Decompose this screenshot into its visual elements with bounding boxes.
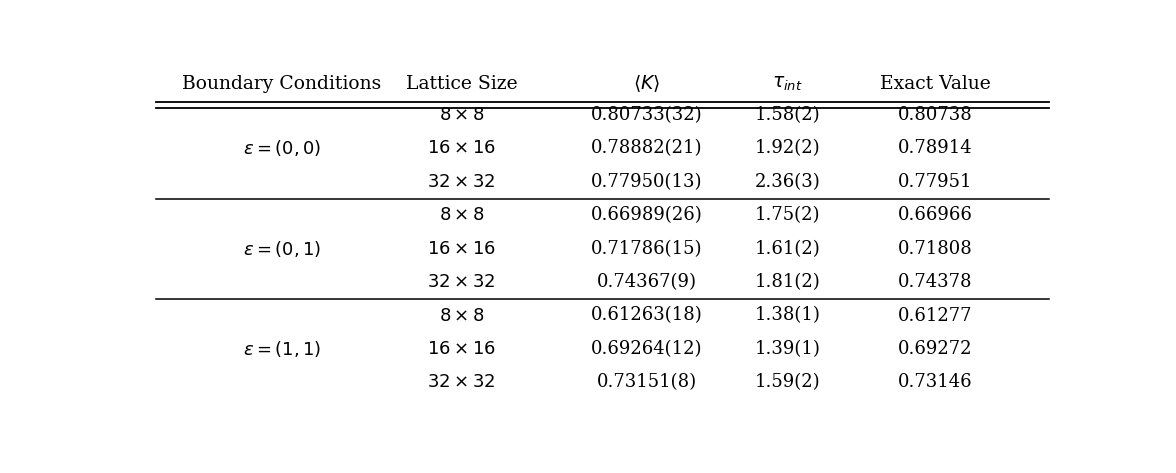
Text: 0.61277: 0.61277 <box>898 307 973 324</box>
Text: Exact Value: Exact Value <box>880 75 990 93</box>
Text: $32 \times 32$: $32 \times 32$ <box>427 373 495 391</box>
Text: 1.39(1): 1.39(1) <box>755 340 821 358</box>
Text: 0.69264(12): 0.69264(12) <box>590 340 702 358</box>
Text: $32 \times 32$: $32 \times 32$ <box>427 273 495 291</box>
Text: 0.80733(32): 0.80733(32) <box>590 106 702 124</box>
Text: $16 \times 16$: $16 \times 16$ <box>427 240 496 258</box>
Text: 0.66989(26): 0.66989(26) <box>590 206 702 224</box>
Text: 0.77950(13): 0.77950(13) <box>590 173 702 191</box>
Text: 0.80738: 0.80738 <box>898 106 973 124</box>
Text: $8 \times 8$: $8 \times 8$ <box>439 307 485 324</box>
Text: 0.73151(8): 0.73151(8) <box>596 373 696 391</box>
Text: Lattice Size: Lattice Size <box>406 75 517 93</box>
Text: Boundary Conditions: Boundary Conditions <box>182 75 381 93</box>
Text: 1.58(2): 1.58(2) <box>755 106 821 124</box>
Text: 0.66966: 0.66966 <box>898 206 973 224</box>
Text: 1.75(2): 1.75(2) <box>755 206 821 224</box>
Text: 1.92(2): 1.92(2) <box>755 140 821 158</box>
Text: $8 \times 8$: $8 \times 8$ <box>439 106 485 124</box>
Text: 2.36(3): 2.36(3) <box>755 173 821 191</box>
Text: 0.69272: 0.69272 <box>898 340 973 358</box>
Text: $\epsilon = (0,1)$: $\epsilon = (0,1)$ <box>242 239 321 259</box>
Text: 0.77951: 0.77951 <box>898 173 973 191</box>
Text: 0.73146: 0.73146 <box>898 373 973 391</box>
Text: 1.61(2): 1.61(2) <box>755 240 821 258</box>
Text: 0.71808: 0.71808 <box>898 240 973 258</box>
Text: 0.74378: 0.74378 <box>898 273 973 291</box>
Text: $8 \times 8$: $8 \times 8$ <box>439 206 485 224</box>
Text: $\epsilon = (1,1)$: $\epsilon = (1,1)$ <box>242 339 321 359</box>
Text: 1.59(2): 1.59(2) <box>755 373 821 391</box>
Text: $16 \times 16$: $16 \times 16$ <box>427 340 496 358</box>
Text: 1.81(2): 1.81(2) <box>755 273 821 291</box>
Text: $16 \times 16$: $16 \times 16$ <box>427 140 496 158</box>
Text: 0.74367(9): 0.74367(9) <box>596 273 696 291</box>
Text: 0.78914: 0.78914 <box>898 140 973 158</box>
Text: 1.38(1): 1.38(1) <box>755 307 821 324</box>
Text: 0.78882(21): 0.78882(21) <box>590 140 702 158</box>
Text: $32 \times 32$: $32 \times 32$ <box>427 173 495 191</box>
Text: 0.61263(18): 0.61263(18) <box>590 307 702 324</box>
Text: 0.71786(15): 0.71786(15) <box>590 240 702 258</box>
Text: $\epsilon = (0,0)$: $\epsilon = (0,0)$ <box>242 139 321 158</box>
Text: $\tau_{int}$: $\tau_{int}$ <box>773 75 803 93</box>
Text: $\langle K\rangle$: $\langle K\rangle$ <box>633 74 660 95</box>
